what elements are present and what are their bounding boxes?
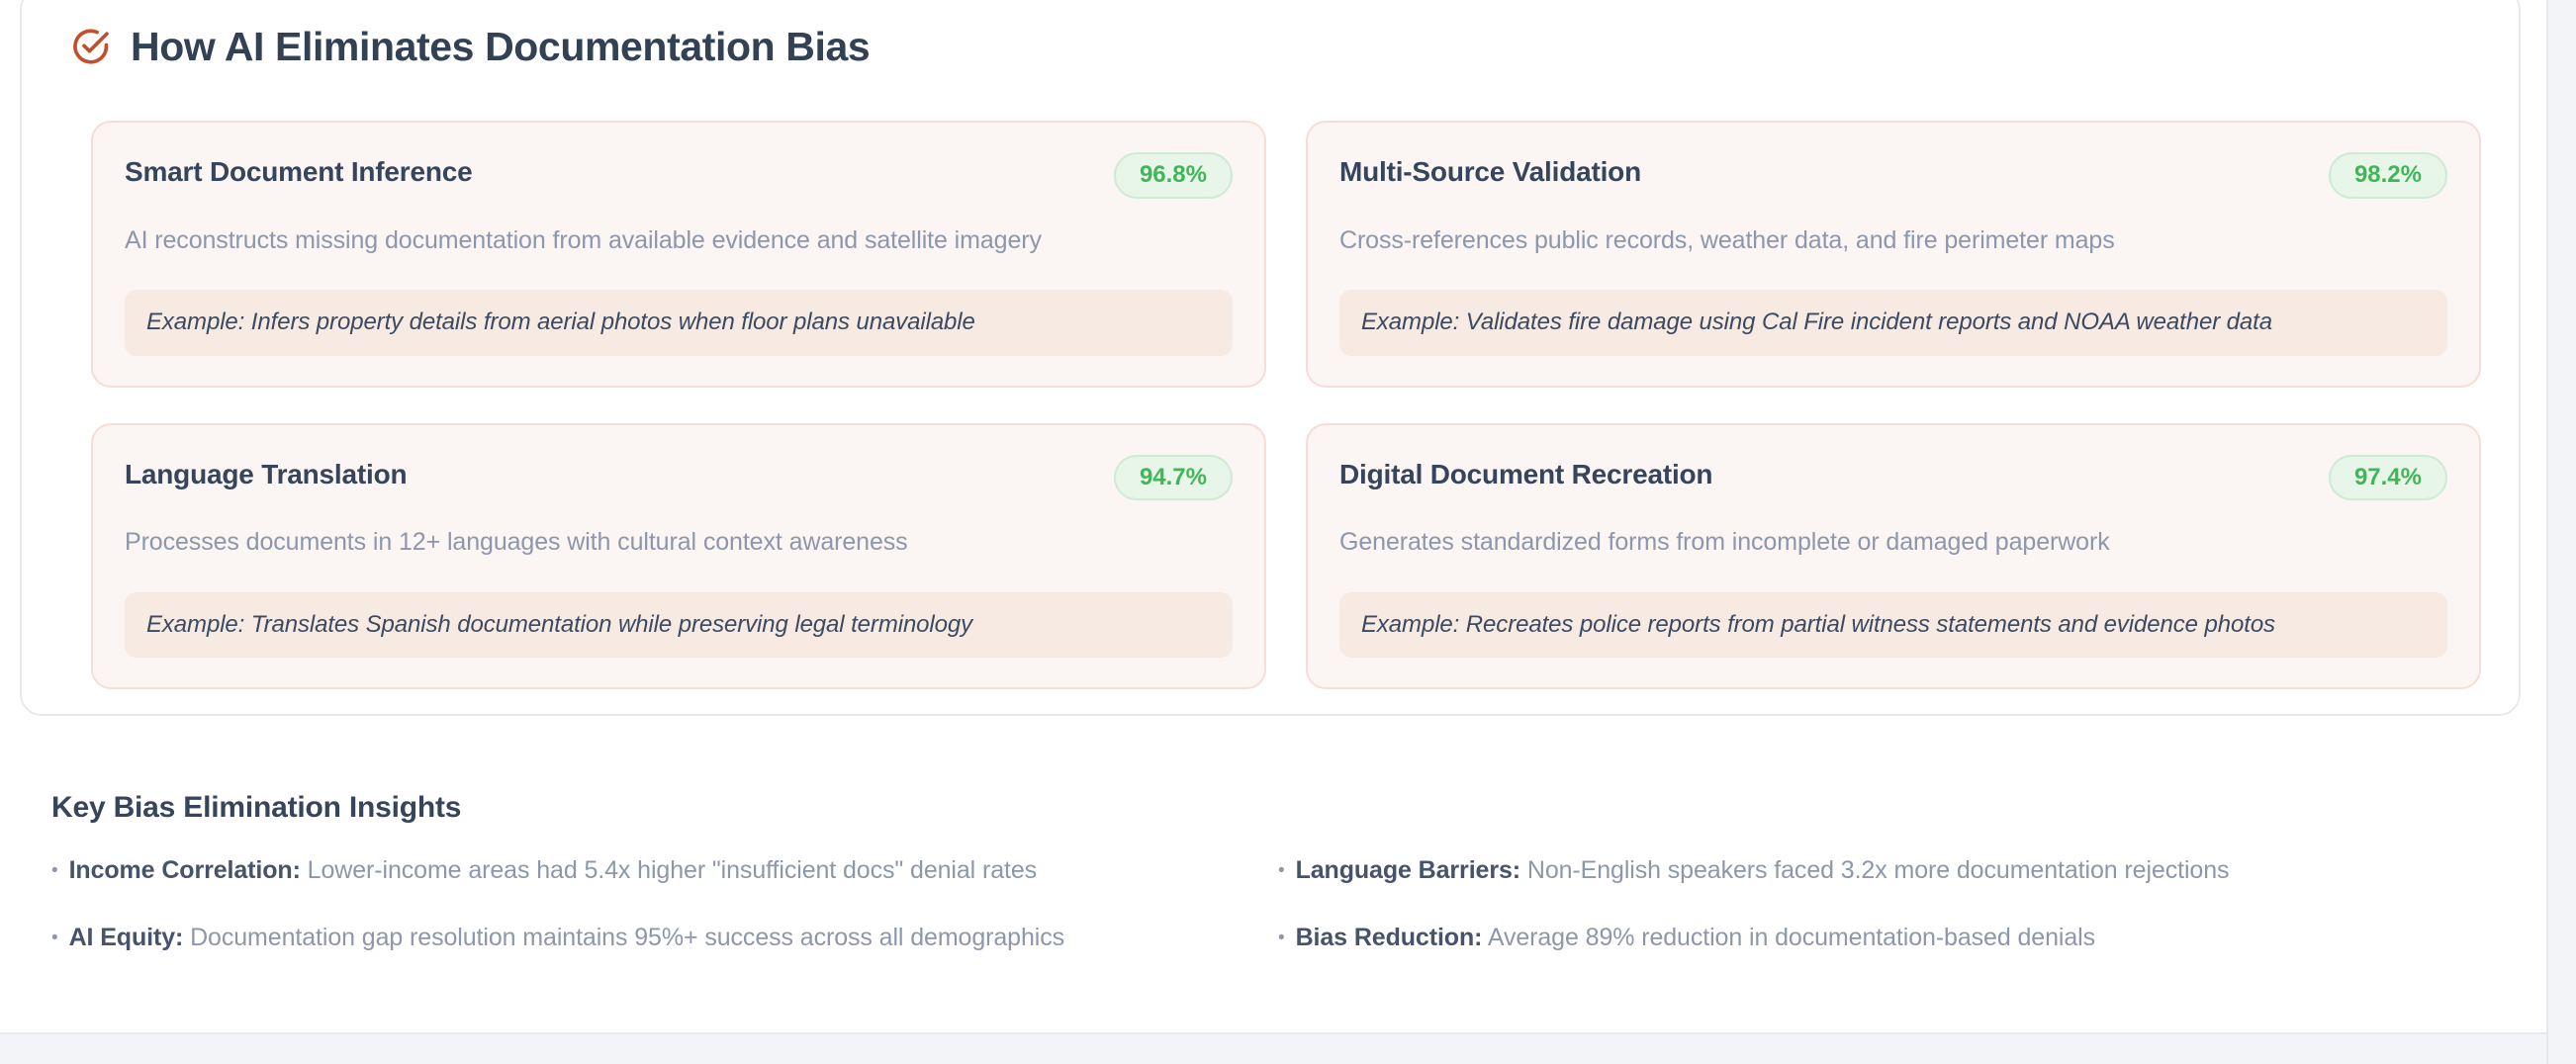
feature-card[interactable]: Digital Document Recreation 97.4% Genera… bbox=[1306, 422, 2481, 690]
card-example: Example: Validates fire damage using Cal… bbox=[1339, 290, 2447, 356]
bullet-icon: • bbox=[51, 927, 58, 948]
feature-card[interactable]: Multi-Source Validation 98.2% Cross-refe… bbox=[1306, 121, 2481, 388]
insight-item: • Bias Reduction: Average 89% reduction … bbox=[1278, 922, 2495, 954]
feature-card[interactable]: Language Translation 94.7% Processes doc… bbox=[91, 422, 1266, 690]
insight-text: Non-English speakers faced 3.2x more doc… bbox=[1526, 856, 2230, 884]
bottom-strip bbox=[0, 1034, 2546, 1064]
ai-bias-panel: How AI Eliminates Documentation Bias Sma… bbox=[20, 0, 2521, 716]
insight-text: Average 89% reduction in documentation-b… bbox=[1487, 923, 2096, 951]
card-example: Example: Translates Spanish documentatio… bbox=[125, 591, 1233, 659]
insights-title: Key Bias Elimination Insights bbox=[51, 791, 462, 824]
bullet-icon: • bbox=[1278, 860, 1285, 881]
bullet-icon: • bbox=[1278, 927, 1285, 948]
card-example: Example: Infers property details from ae… bbox=[125, 290, 1233, 356]
card-header: Digital Document Recreation 97.4% bbox=[1339, 454, 2447, 501]
insight-text: Documentation gap resolution maintains 9… bbox=[190, 923, 1065, 951]
insight-label: Bias Reduction: bbox=[1295, 923, 1483, 951]
card-header: Multi-Source Validation 98.2% bbox=[1339, 152, 2447, 199]
card-title: Digital Document Recreation bbox=[1339, 458, 1713, 489]
insight-label: Income Correlation: bbox=[68, 856, 301, 884]
feature-card[interactable]: Smart Document Inference 96.8% AI recons… bbox=[91, 121, 1266, 388]
bullet-icon: • bbox=[51, 860, 58, 881]
card-description: Processes documents in 12+ languages wit… bbox=[125, 528, 908, 557]
insight-label: AI Equity: bbox=[68, 923, 184, 951]
insights-grid: • Income Correlation: Lower-income areas… bbox=[51, 854, 2495, 953]
score-badge: 96.8% bbox=[1113, 152, 1233, 199]
card-description: Generates standardized forms from incomp… bbox=[1339, 528, 2110, 557]
insight-item: • Language Barriers: Non-English speaker… bbox=[1278, 854, 2495, 887]
panel-header: How AI Eliminates Documentation Bias bbox=[69, 23, 871, 69]
bottom-divider bbox=[0, 1032, 2546, 1034]
card-title: Multi-Source Validation bbox=[1339, 156, 1641, 187]
insight-text: Lower-income areas had 5.4x higher "insu… bbox=[307, 856, 1038, 884]
key-insights-section: Key Bias Elimination Insights • Income C… bbox=[51, 791, 2495, 953]
card-example: Example: Recreates police reports from p… bbox=[1339, 591, 2447, 659]
score-badge: 97.4% bbox=[2328, 454, 2447, 501]
card-header: Language Translation 94.7% bbox=[125, 454, 1233, 501]
circle-check-icon bbox=[73, 29, 109, 64]
insight-item: • AI Equity: Documentation gap resolutio… bbox=[51, 922, 1278, 954]
insight-label: Language Barriers: bbox=[1295, 856, 1521, 884]
card-title: Smart Document Inference bbox=[125, 156, 473, 187]
card-title: Language Translation bbox=[125, 458, 408, 489]
score-badge: 94.7% bbox=[1113, 454, 1233, 501]
card-description: Cross-references public records, weather… bbox=[1339, 225, 2115, 254]
card-header: Smart Document Inference 96.8% bbox=[125, 152, 1233, 199]
insight-item: • Income Correlation: Lower-income areas… bbox=[51, 854, 1278, 887]
page-title: How AI Eliminates Documentation Bias bbox=[131, 23, 871, 69]
card-description: AI reconstructs missing documentation fr… bbox=[125, 225, 1042, 254]
feature-card-grid: Smart Document Inference 96.8% AI recons… bbox=[91, 121, 2481, 690]
score-badge: 98.2% bbox=[2328, 152, 2447, 199]
